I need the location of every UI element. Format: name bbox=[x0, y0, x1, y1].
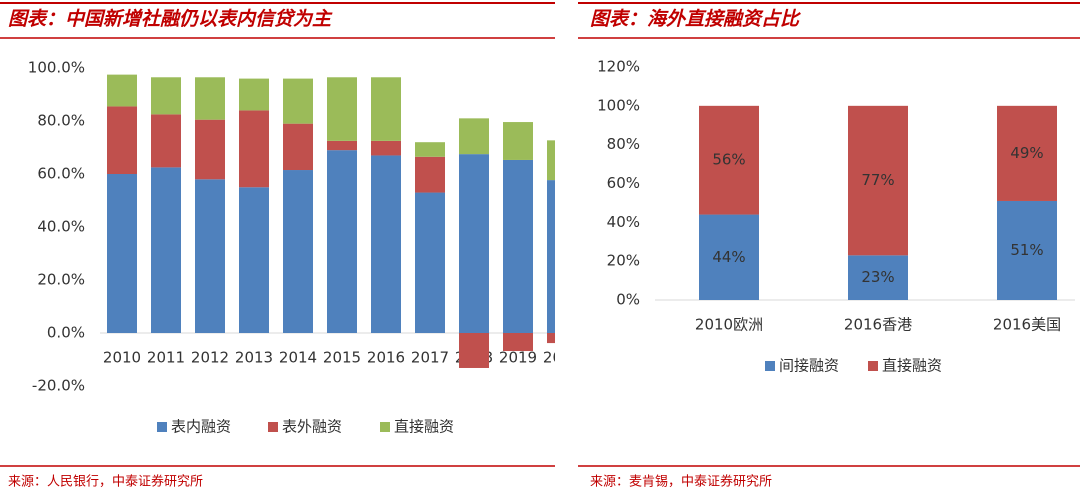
value-label: 56% bbox=[712, 151, 745, 169]
legend-swatch bbox=[765, 361, 775, 371]
legend-label: 直接融资 bbox=[882, 357, 942, 375]
bar-segment bbox=[415, 142, 445, 157]
bar-segment bbox=[997, 105, 1057, 201]
x-tick-label: 2016香港 bbox=[844, 316, 912, 334]
y-tick-label: 120% bbox=[597, 58, 640, 76]
y-tick-label: 100.0% bbox=[28, 59, 85, 77]
bar-segment bbox=[327, 77, 357, 141]
chart-left: -20.0% 0.0% 20.0% 40.0% 60.0% 80.0% 100.0% 2010… bbox=[28, 59, 581, 436]
bar-segment bbox=[459, 154, 489, 333]
bar-segment bbox=[327, 150, 357, 333]
bar-segment bbox=[239, 187, 269, 333]
bar-segment bbox=[371, 155, 401, 333]
y-tick-label: 40.0% bbox=[37, 218, 85, 236]
y-tick-label: -20.0% bbox=[32, 377, 85, 395]
y-tick-label: 60.0% bbox=[37, 165, 85, 183]
value-label: 23% bbox=[861, 268, 894, 286]
chart-title: 图表：中国新增社融仍以表内信贷为主 bbox=[8, 8, 333, 30]
bar-segment bbox=[327, 140, 357, 151]
x-tick-label: 2016 bbox=[367, 349, 405, 367]
bar-segment bbox=[997, 200, 1057, 300]
y-tick-label: 100% bbox=[597, 96, 640, 114]
source: 来源：麦肯锡，中泰证券研究所 bbox=[590, 474, 772, 490]
legend-label: 表内融资 bbox=[171, 418, 231, 436]
y-tick-label: 20.0% bbox=[37, 271, 85, 289]
bar-segment bbox=[503, 333, 533, 352]
bar-segment bbox=[547, 140, 555, 181]
chart-title: 图表：海外直接融资占比 bbox=[590, 8, 801, 30]
x-tick-label: 2016美国 bbox=[993, 316, 1061, 334]
bar-segment bbox=[503, 122, 533, 160]
bar-segment bbox=[699, 214, 759, 300]
bar-segment bbox=[459, 118, 489, 155]
value-label: 77% bbox=[861, 171, 894, 189]
y-tick-label: 20% bbox=[607, 252, 640, 270]
x-tick-label: 2019 bbox=[499, 349, 537, 367]
bar-segment bbox=[239, 78, 269, 111]
value-label: 49% bbox=[1010, 144, 1043, 162]
bar-segment bbox=[848, 105, 908, 256]
bar-segment bbox=[151, 167, 181, 333]
y-tick-label: 80.0% bbox=[37, 112, 85, 130]
x-tick-label: 2020 bbox=[543, 349, 581, 367]
bar-segment bbox=[107, 106, 137, 174]
bar-segment bbox=[283, 78, 313, 124]
bar-segment bbox=[107, 74, 137, 107]
bar-segment bbox=[151, 114, 181, 168]
bar-segment bbox=[371, 77, 401, 141]
y-tick-label: 60% bbox=[607, 174, 640, 192]
legend-label: 表外融资 bbox=[282, 418, 342, 436]
y-tick-label: 0.0% bbox=[47, 324, 85, 342]
x-tick-label: 2014 bbox=[279, 349, 317, 367]
y-tick-label: 40% bbox=[607, 213, 640, 231]
x-tick-label: 2010 bbox=[103, 349, 141, 367]
legend-label: 直接融资 bbox=[394, 418, 454, 436]
bar-segment bbox=[195, 119, 225, 180]
bar-segment bbox=[415, 192, 445, 333]
x-tick-label: 2011 bbox=[147, 349, 185, 367]
bar-segment bbox=[195, 77, 225, 120]
bar-segment bbox=[547, 180, 555, 333]
bar-segment bbox=[415, 156, 445, 193]
bar-segment bbox=[195, 179, 225, 333]
x-tick-label: 2017 bbox=[411, 349, 449, 367]
legend-label: 间接融资 bbox=[779, 357, 839, 375]
x-tick-label: 2015 bbox=[323, 349, 361, 367]
value-label: 44% bbox=[712, 248, 745, 266]
bar-segment bbox=[459, 333, 489, 368]
bar-segment bbox=[239, 110, 269, 188]
legend-swatch bbox=[380, 422, 390, 432]
y-tick-label: 0% bbox=[616, 291, 640, 309]
bar-segment bbox=[547, 333, 555, 344]
value-label: 51% bbox=[1010, 241, 1043, 259]
bar-segment bbox=[283, 123, 313, 171]
bar-segment bbox=[371, 140, 401, 156]
bar-segment bbox=[107, 174, 137, 333]
chart-right: 0% 20% 40% 60% 80% 100% 120% 2010欧洲 44% 56% 2016香港… bbox=[597, 58, 1075, 375]
legend-swatch bbox=[157, 422, 167, 432]
bar-segment bbox=[283, 170, 313, 333]
x-tick-label: 2013 bbox=[235, 349, 273, 367]
y-tick-label: 80% bbox=[607, 135, 640, 153]
bar-segment bbox=[151, 77, 181, 115]
legend-swatch bbox=[268, 422, 278, 432]
bar-segment bbox=[699, 105, 759, 215]
x-tick-label: 2010欧洲 bbox=[695, 316, 763, 334]
x-tick-label: 2012 bbox=[191, 349, 229, 367]
bar-segment bbox=[848, 255, 908, 300]
source: 来源：人民银行，中泰证券研究所 bbox=[8, 474, 203, 490]
bar-segment bbox=[503, 159, 533, 333]
legend-swatch bbox=[868, 361, 878, 371]
